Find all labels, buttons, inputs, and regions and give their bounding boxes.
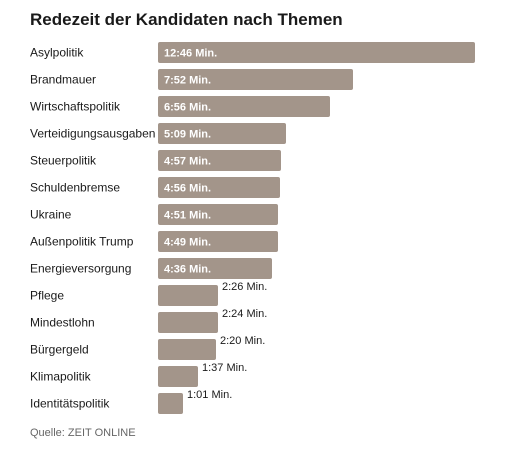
category-label: Steuerpolitik: [30, 154, 97, 168]
bar: [158, 204, 278, 225]
category-label: Ukraine: [30, 208, 72, 222]
category-label: Mindestlohn: [30, 316, 95, 330]
chart-source: Quelle: ZEIT ONLINE: [30, 427, 136, 439]
category-label: Verteidigungsausgaben: [30, 127, 155, 141]
value-label: 1:01 Min.: [187, 389, 232, 401]
bar: [158, 393, 183, 414]
bar: [158, 150, 281, 171]
category-label: Energieversorgung: [30, 262, 131, 276]
value-label: 4:36 Min.: [164, 264, 211, 276]
value-label: 6:56 Min.: [164, 102, 211, 114]
value-label: 4:49 Min.: [164, 237, 211, 249]
value-label: 4:56 Min.: [164, 183, 211, 195]
bar: [158, 69, 353, 90]
value-label: 5:09 Min.: [164, 129, 211, 141]
bar: [158, 96, 330, 117]
bar: [158, 177, 280, 198]
value-label: 2:24 Min.: [222, 308, 267, 320]
bar: [158, 42, 475, 63]
category-label: Identitätspolitik: [30, 397, 110, 411]
value-label: 12:46 Min.: [164, 48, 217, 60]
category-label: Wirtschaftspolitik: [30, 100, 121, 114]
value-label: 1:37 Min.: [202, 362, 247, 374]
bar: [158, 366, 198, 387]
category-label: Bürgergeld: [30, 343, 89, 357]
value-label: 7:52 Min.: [164, 75, 211, 87]
category-label: Außenpolitik Trump: [30, 235, 134, 249]
bar: [158, 258, 272, 279]
category-label: Brandmauer: [30, 73, 96, 87]
bar: [158, 123, 286, 144]
value-label: 4:51 Min.: [164, 210, 211, 222]
bar: [158, 231, 278, 252]
value-label: 4:57 Min.: [164, 156, 211, 168]
chart-title: Redezeit der Kandidaten nach Themen: [30, 10, 343, 29]
category-label: Asylpolitik: [30, 46, 84, 60]
category-label: Schuldenbremse: [30, 181, 120, 195]
value-label: 2:26 Min.: [222, 281, 267, 293]
category-label: Klimapolitik: [30, 370, 92, 384]
category-label: Pflege: [30, 289, 64, 303]
bar: [158, 285, 218, 306]
bar: [158, 339, 216, 360]
value-label: 2:20 Min.: [220, 335, 265, 347]
bar: [158, 312, 218, 333]
